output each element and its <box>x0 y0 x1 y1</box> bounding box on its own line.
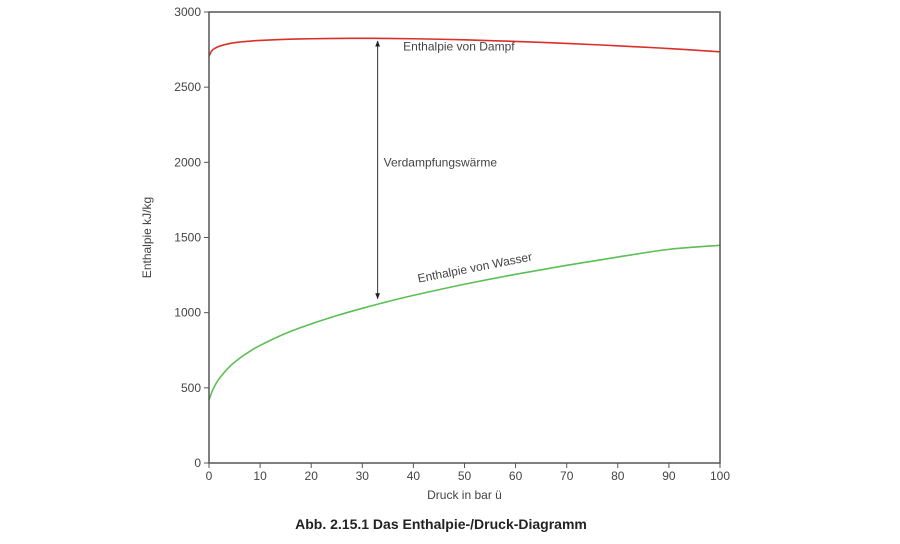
x-tick-label: 60 <box>509 469 523 483</box>
x-tick-label: 80 <box>611 469 625 483</box>
x-tick-label: 0 <box>206 469 213 483</box>
series-layer <box>208 37 721 401</box>
x-tick-label: 30 <box>356 469 370 483</box>
x-tick-label: 70 <box>560 469 574 483</box>
x-axis: 0 10 20 30 40 50 60 70 80 90 100 <box>206 463 730 483</box>
y-tick-label: 0 <box>194 456 201 470</box>
x-tick-label: 100 <box>710 469 730 483</box>
y-tick-label: 500 <box>181 381 201 395</box>
x-tick-label: 90 <box>662 469 676 483</box>
x-tick-label: 50 <box>458 469 472 483</box>
x-tick-label: 10 <box>253 469 267 483</box>
x-axis-title: Druck in bar ü <box>427 488 502 502</box>
annotation-layer: Verdampfungswärme Enthalpie von Dampf Enth… <box>375 39 533 300</box>
y-tick-label: 2500 <box>174 80 201 94</box>
steam-line-label: Enthalpie von Dampf <box>403 39 515 53</box>
steam-enthalpy-line <box>208 37 721 57</box>
plot-frame <box>208 11 721 464</box>
water-line-label: Enthalpie von Wasser <box>416 250 533 286</box>
y-tick-label: 1000 <box>174 306 201 320</box>
y-tick-label: 2000 <box>174 155 201 169</box>
x-tick-label: 20 <box>305 469 319 483</box>
x-tick-label: 40 <box>407 469 421 483</box>
figure-caption: Abb. 2.15.1 Das Enthalpie-/Druck-Diagram… <box>295 516 587 532</box>
evaporation-heat-label: Verdampfungswärme <box>384 155 498 169</box>
water-enthalpy-line <box>208 244 721 401</box>
y-axis: 0 500 1000 1500 2000 2500 3000 <box>174 5 209 470</box>
y-tick-label: 1500 <box>174 231 201 245</box>
y-axis-title: Enthalpie kJ/kg <box>140 197 154 278</box>
y-tick-label: 3000 <box>174 5 201 19</box>
